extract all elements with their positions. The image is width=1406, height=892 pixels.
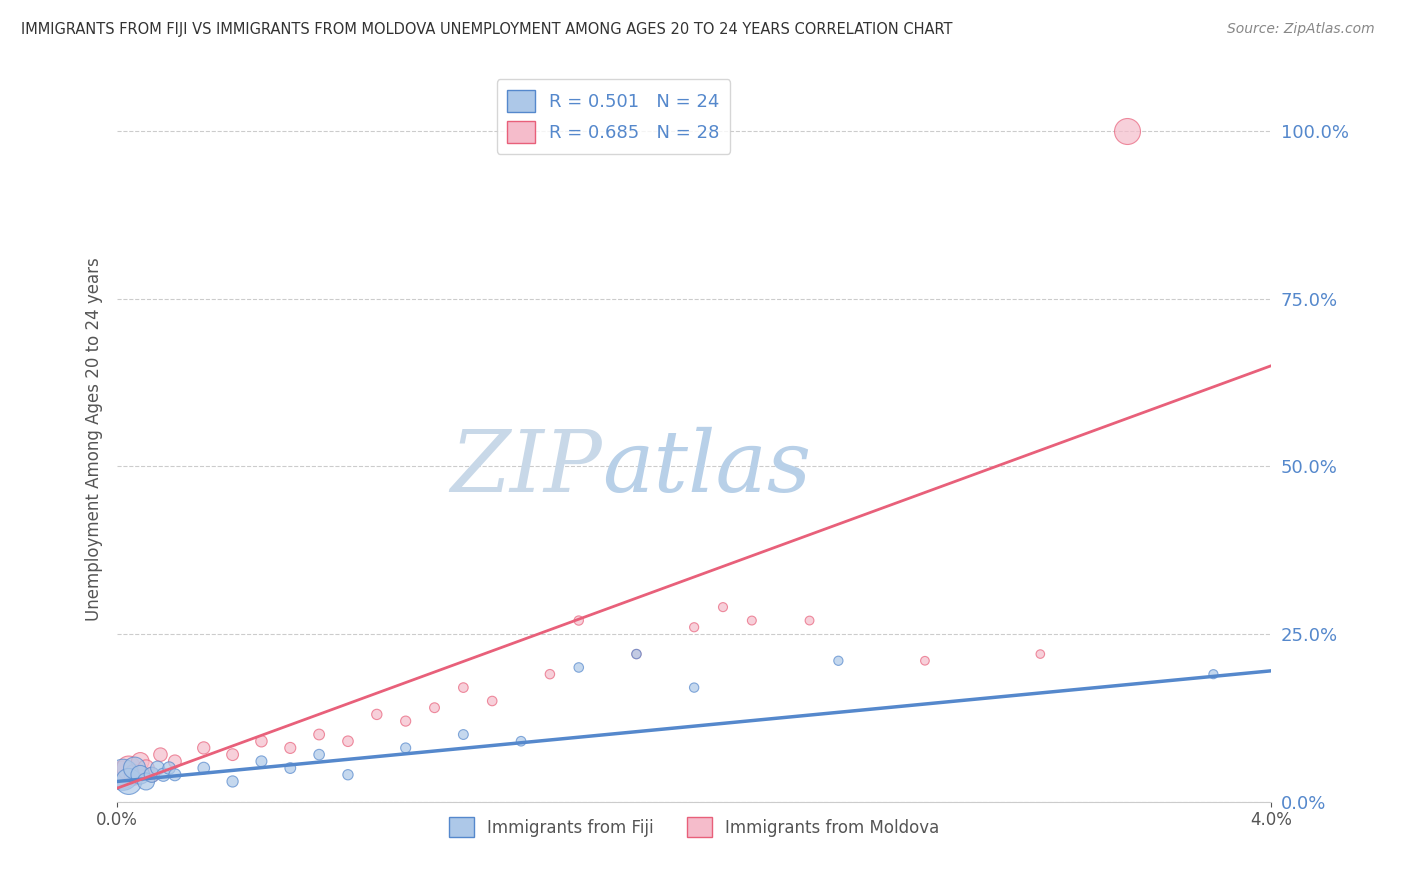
Point (163, 755, 186, 769)
Point (141, 768, 163, 782)
Point (308, 747, 330, 762)
Point (914, 654, 936, 668)
Point (250, 734, 273, 748)
Point (129, 755, 152, 769)
Point (193, 740, 215, 755)
Point (278, 761, 301, 775)
Point (124, 761, 146, 775)
Point (453, 681, 475, 695)
Text: Source: ZipAtlas.com: Source: ZipAtlas.com (1227, 22, 1375, 37)
Point (568, 614, 591, 628)
Point (799, 614, 821, 628)
Point (568, 660, 591, 674)
Point (423, 700, 446, 714)
Point (395, 714, 418, 728)
Text: ZIP: ZIP (450, 427, 602, 510)
Point (146, 761, 169, 775)
Point (683, 620, 706, 634)
Text: atlas: atlas (602, 427, 811, 510)
Point (141, 768, 163, 782)
Text: IMMIGRANTS FROM FIJI VS IMMIGRANTS FROM MOLDOVA UNEMPLOYMENT AMONG AGES 20 TO 24: IMMIGRANTS FROM FIJI VS IMMIGRANTS FROM … (21, 22, 953, 37)
Point (149, 747, 172, 762)
Point (250, 755, 273, 769)
Point (163, 768, 186, 782)
Point (152, 768, 174, 782)
Point (1115, 124, 1137, 138)
Point (135, 774, 157, 789)
Point (221, 774, 243, 789)
Point (481, 694, 503, 708)
Point (453, 727, 475, 741)
Point (538, 667, 561, 681)
Point (1202, 667, 1225, 681)
Point (118, 774, 141, 789)
Point (741, 614, 763, 628)
Point (626, 647, 648, 661)
Y-axis label: Unemployment Among Ages 20 to 24 years: Unemployment Among Ages 20 to 24 years (86, 258, 103, 622)
Point (157, 761, 180, 775)
Point (221, 747, 243, 762)
Point (1029, 647, 1052, 661)
Point (510, 734, 533, 748)
Point (278, 740, 301, 755)
Point (626, 647, 648, 661)
Point (336, 734, 359, 748)
Point (308, 727, 330, 741)
Point (135, 761, 157, 775)
Point (193, 761, 215, 775)
Point (111, 768, 134, 782)
Point (124, 768, 146, 782)
Point (366, 707, 388, 722)
Point (711, 600, 734, 615)
Point (827, 654, 849, 668)
Point (683, 681, 706, 695)
Point (118, 761, 141, 775)
Point (336, 768, 359, 782)
Point (111, 768, 134, 782)
Point (395, 740, 418, 755)
Point (129, 768, 152, 782)
Legend: Immigrants from Fiji, Immigrants from Moldova: Immigrants from Fiji, Immigrants from Mo… (441, 810, 946, 844)
